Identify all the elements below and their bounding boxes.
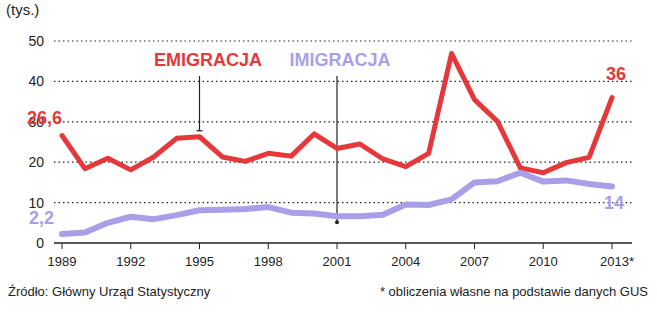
x-tick-label: 2001 — [323, 254, 352, 269]
callout-dot — [335, 220, 339, 224]
grid-line — [54, 40, 632, 41]
grid-line — [54, 121, 632, 122]
x-tick — [474, 243, 475, 249]
callout-line — [199, 76, 200, 131]
series-line — [62, 173, 612, 234]
series-line — [62, 54, 612, 173]
x-tick-label: 2004 — [391, 254, 420, 269]
x-tick — [130, 243, 131, 249]
lines — [62, 54, 612, 235]
series-name: EMIGRACJA — [154, 50, 262, 70]
data-label: 26,6 — [27, 108, 62, 128]
x-tick — [337, 243, 338, 249]
x-tick — [62, 243, 63, 249]
x-tick — [268, 243, 269, 249]
x-tick-label: 2013* — [600, 254, 634, 269]
x-tick — [405, 243, 406, 249]
x-tick-label: 2010 — [529, 254, 558, 269]
series-name: IMIGRACJA — [289, 50, 390, 70]
x-tick-label: 2007 — [460, 254, 489, 269]
x-tick-label: 1995 — [185, 254, 214, 269]
x-tick — [543, 243, 544, 249]
y-tick-label: 50 — [28, 33, 44, 49]
y-axis-label: (tys.) — [6, 1, 39, 18]
x-tick — [199, 243, 200, 249]
x-tick-label: 1989 — [48, 254, 77, 269]
data-label: 2,2 — [29, 208, 54, 228]
x-tick-label: 1998 — [254, 254, 283, 269]
source: Źródło: Główny Urząd Statystyczny — [8, 284, 211, 299]
y-tick-label: 40 — [28, 73, 44, 89]
y-tick-label: 20 — [28, 154, 44, 170]
x-tick-label: 1992 — [116, 254, 145, 269]
y-tick-label: 0 — [36, 235, 44, 251]
chart: (tys.)0102030405019891992199519982001200… — [0, 0, 657, 323]
data-label: 36 — [606, 64, 626, 84]
note: * obliczenia własne na podstawie danych … — [380, 284, 648, 299]
x-tick — [612, 243, 613, 249]
grid-line — [54, 81, 632, 82]
callout-tick — [197, 130, 203, 131]
data-label: 14 — [604, 193, 624, 213]
x-axis-line — [54, 242, 632, 244]
grid-line — [54, 202, 632, 203]
